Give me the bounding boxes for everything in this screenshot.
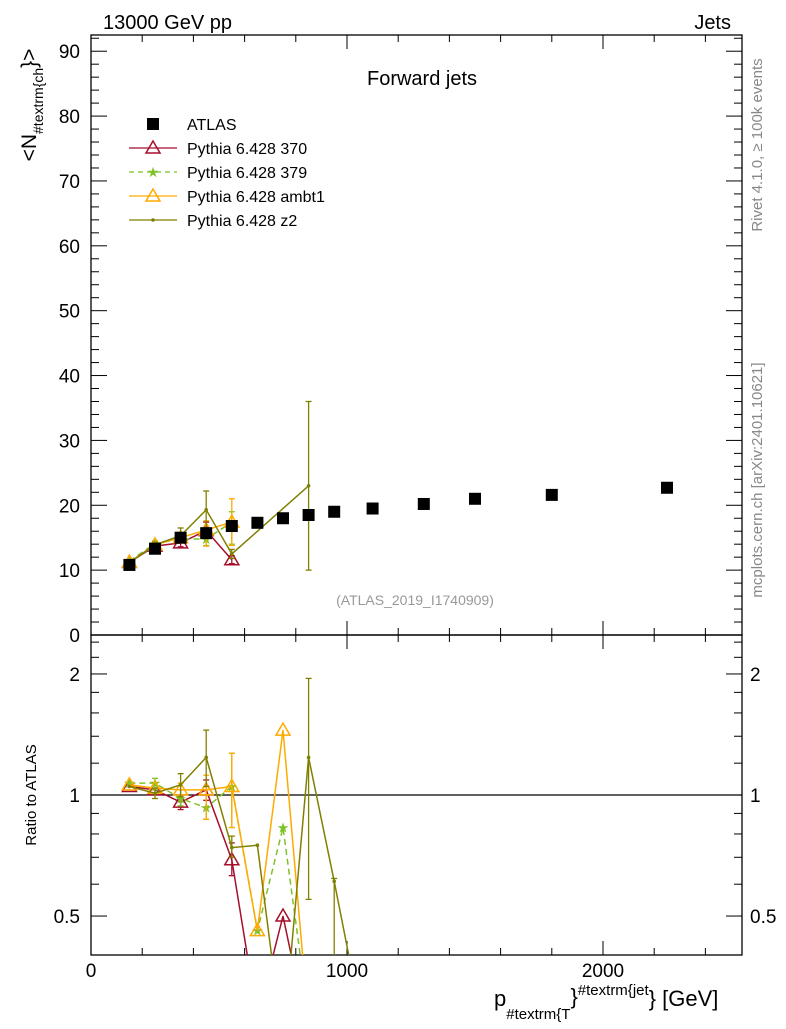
main-point xyxy=(123,558,136,571)
legend-marker: ★ xyxy=(147,164,160,180)
ratio-point xyxy=(255,843,260,848)
x-tick-label: 1000 xyxy=(326,961,368,982)
ratio-point xyxy=(172,793,189,808)
ratio-point xyxy=(229,845,234,850)
ratio-y-tick-label: 0.5 xyxy=(54,907,80,928)
legend-item: ★ Pythia 6.428 379 xyxy=(129,164,307,182)
ratio-y-tick-label-right: 1 xyxy=(750,786,761,807)
y-tick-label: 90 xyxy=(59,42,80,63)
xlabel-unit: } [GeV] xyxy=(649,986,719,1011)
rivet-label: Rivet 4.1.0, ≥ 100k events xyxy=(749,58,766,231)
ratio-y-tick-label: 2 xyxy=(69,665,80,686)
ratio-point xyxy=(250,1010,264,1022)
y-tick-label: 0 xyxy=(69,626,80,647)
mcplots-label: mcplots.cern.ch [arXiv:2401.10621] xyxy=(749,362,766,597)
ratio-series xyxy=(121,721,316,1024)
ratio-y-tick-label-right: 0.5 xyxy=(750,907,776,928)
y-tick-label: 70 xyxy=(59,172,80,193)
y-tick-label: 20 xyxy=(59,496,80,517)
ratio-point xyxy=(153,791,157,796)
legend-label: Pythia 6.428 ambt1 xyxy=(187,189,325,206)
main-point xyxy=(545,488,558,501)
main-ylabel: <N#textrm{ch}> xyxy=(18,49,46,162)
ratio-point xyxy=(306,755,311,760)
ratio-y-tick-label: 1 xyxy=(69,786,80,807)
y-tick-label: 10 xyxy=(59,561,80,582)
main-point xyxy=(225,520,238,533)
ratio-line xyxy=(129,730,304,955)
ylabel-sub: #textrm{ch xyxy=(30,68,46,134)
main-point xyxy=(302,509,315,521)
y-tick-label: 80 xyxy=(59,107,80,128)
xlabel-sup: #textrm{jet xyxy=(578,982,650,999)
ratio-point: ★ xyxy=(302,1009,315,1024)
ratio-point xyxy=(178,783,183,787)
main-point xyxy=(223,551,241,566)
ratio-ylabel: Ratio to ATLAS xyxy=(23,744,40,845)
legend-marker xyxy=(144,187,162,202)
main-point xyxy=(306,484,311,488)
xlabel-sub: #textrm{T xyxy=(506,1006,570,1023)
legend-label: Pythia 6.428 370 xyxy=(187,141,307,158)
ratio-point xyxy=(223,777,241,793)
ratio-point xyxy=(204,755,208,760)
chart-title: Forward jets xyxy=(367,68,477,90)
legend-item: Pythia 6.428 ambt1 xyxy=(129,187,325,206)
y-tick-label: 50 xyxy=(59,302,80,323)
main-point xyxy=(328,505,341,518)
main-point xyxy=(417,497,430,510)
ratio-point xyxy=(121,776,138,791)
legend-marker xyxy=(147,118,159,130)
ratio-line xyxy=(129,755,350,955)
main-point xyxy=(200,527,213,540)
ratio-point xyxy=(274,907,292,922)
ratio-point xyxy=(249,922,266,937)
main-point xyxy=(148,542,161,555)
legend-item: ATLAS xyxy=(147,117,237,134)
main-point xyxy=(229,552,234,556)
main-point xyxy=(468,492,481,505)
ylabel-main: <N xyxy=(18,134,41,161)
header-right: Jets xyxy=(694,12,731,34)
legend-marker xyxy=(144,139,162,154)
x-tick-label: 2000 xyxy=(582,961,624,982)
y-tick-label: 30 xyxy=(59,431,80,452)
ratio-point xyxy=(274,721,292,736)
main-point xyxy=(204,508,208,512)
header-left: 13000 GeV pp xyxy=(103,12,232,34)
ratio-point: ★ xyxy=(277,820,290,836)
ratio-point xyxy=(197,781,215,796)
main-point xyxy=(251,516,264,529)
ratio-point xyxy=(332,879,336,884)
ratio-point xyxy=(223,851,241,866)
legend-item: Pythia 6.428 370 xyxy=(129,139,307,158)
y-tick-label: 40 xyxy=(59,367,80,388)
legend-marker xyxy=(151,218,155,222)
main-series xyxy=(123,481,673,571)
ratio-point xyxy=(127,784,132,789)
ratio-y-tick-label-right: 2 xyxy=(750,665,761,686)
ratio-series xyxy=(121,777,293,1022)
main-point xyxy=(660,481,673,494)
ratio-line xyxy=(129,782,301,955)
legend-label: Pythia 6.428 379 xyxy=(187,165,307,182)
x-tick-label: 0 xyxy=(86,961,97,982)
x-axis-label: p#textrm{T}#textrm{jet} [GeV] xyxy=(494,982,718,1023)
legend-label: Pythia 6.428 z2 xyxy=(187,213,297,230)
ratio-series xyxy=(127,677,350,955)
analysis-annotation: (ATLAS_2019_I1740909) xyxy=(336,592,494,608)
ratio-point xyxy=(302,1017,316,1024)
legend-label: ATLAS xyxy=(187,117,237,134)
main-point xyxy=(276,512,289,525)
y-tick-label: 60 xyxy=(59,237,80,258)
xlabel-main: p xyxy=(494,986,506,1011)
main-point xyxy=(174,531,187,544)
main-point xyxy=(366,502,379,515)
xlabel-brace: } xyxy=(570,984,577,1009)
ylabel-close: }> xyxy=(18,49,41,68)
legend-item: Pythia 6.428 z2 xyxy=(129,213,297,230)
main-line xyxy=(128,521,233,562)
